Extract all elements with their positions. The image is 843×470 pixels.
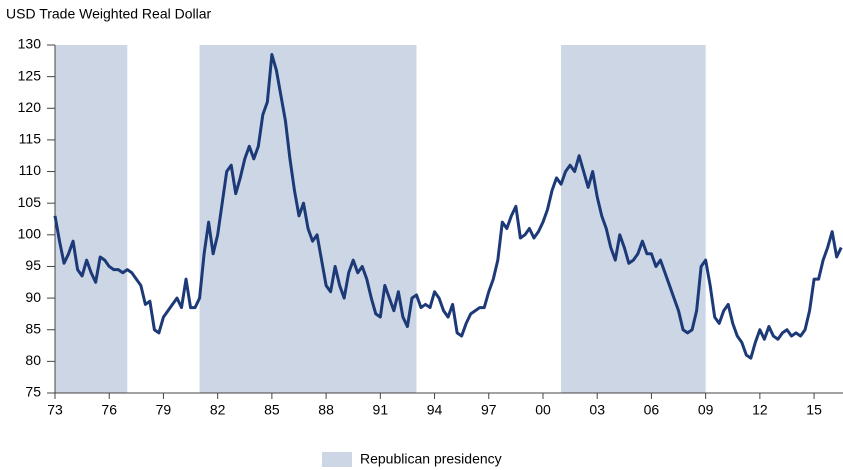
shaded-region bbox=[55, 45, 128, 393]
x-tick-label: 15 bbox=[806, 402, 822, 418]
y-tick-label: 100 bbox=[18, 226, 42, 242]
shaded-region bbox=[561, 45, 706, 393]
y-tick-label: 75 bbox=[25, 384, 41, 400]
x-tick-label: 79 bbox=[156, 402, 172, 418]
y-tick-label: 105 bbox=[18, 194, 42, 210]
legend-swatch bbox=[322, 452, 352, 467]
x-tick-label: 00 bbox=[535, 402, 551, 418]
x-tick-label: 94 bbox=[427, 402, 443, 418]
data-line bbox=[53, 52, 843, 360]
y-tick-label: 110 bbox=[19, 162, 42, 178]
x-tick-label: 82 bbox=[210, 402, 226, 418]
shaded-region bbox=[199, 45, 417, 393]
y-tick-label: 90 bbox=[25, 289, 41, 305]
y-tick-label: 95 bbox=[25, 257, 41, 273]
x-tick-label: 12 bbox=[752, 402, 768, 418]
y-tick-label: 115 bbox=[19, 131, 42, 147]
y-tick-label: 130 bbox=[18, 36, 42, 52]
y-tick-label: 120 bbox=[18, 99, 42, 115]
x-tick-label: 97 bbox=[481, 402, 497, 418]
legend-label: Republican presidency bbox=[360, 451, 502, 467]
x-tick-label: 06 bbox=[644, 402, 660, 418]
y-tick-label: 80 bbox=[25, 352, 41, 368]
x-tick-label: 76 bbox=[101, 402, 117, 418]
y-tick-label: 85 bbox=[25, 320, 41, 336]
x-tick-label: 03 bbox=[589, 402, 605, 418]
x-tick-label: 85 bbox=[264, 402, 280, 418]
y-tick-label: 125 bbox=[18, 67, 42, 83]
x-tick-label: 88 bbox=[318, 402, 334, 418]
x-tick-label: 09 bbox=[698, 402, 714, 418]
x-tick-label: 73 bbox=[47, 402, 63, 418]
chart-title: USD Trade Weighted Real Dollar bbox=[6, 6, 212, 22]
x-tick-label: 91 bbox=[373, 402, 389, 418]
